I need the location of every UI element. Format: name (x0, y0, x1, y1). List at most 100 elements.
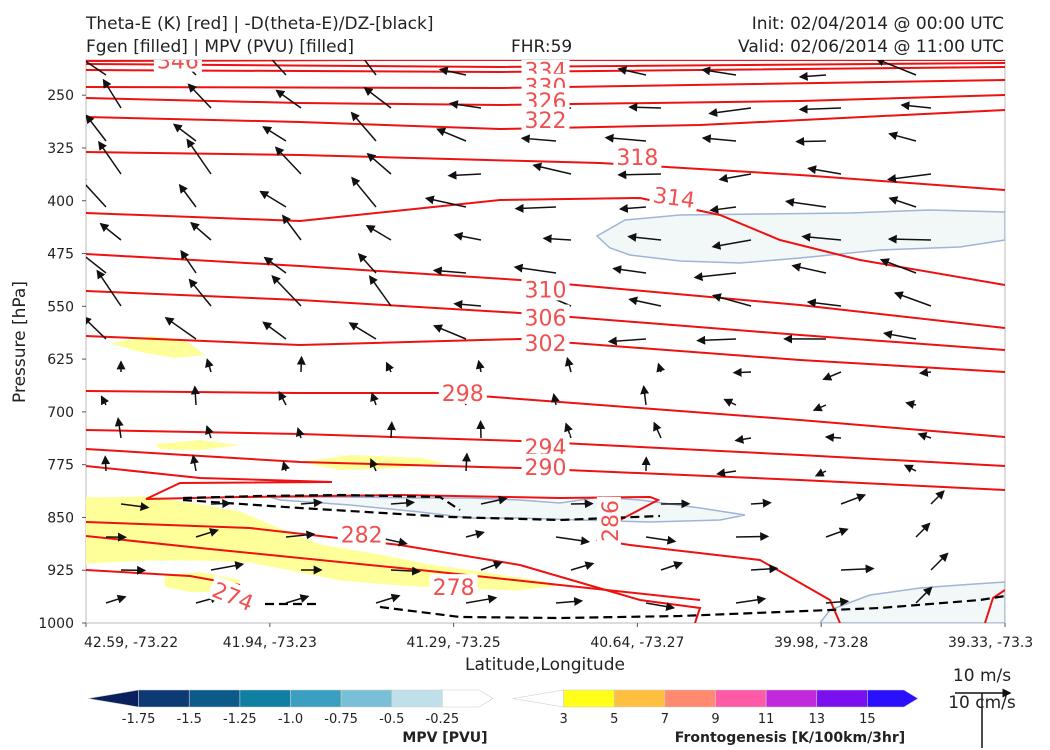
wind-arrow (555, 536, 591, 546)
x-axis: 42.59, -73.22 41.94, -73.23 41.29, -73.25 4… (84, 623, 1033, 651)
colorbar-tick-label: -1.5 (177, 712, 202, 727)
mpv-fill-sfc (819, 581, 1005, 623)
wind-arrow (917, 432, 932, 441)
colorbar-segment (87, 689, 139, 708)
wind-arrow (618, 203, 647, 213)
colorbar-tick-label: -1.25 (223, 712, 257, 727)
wind-arrow (386, 421, 396, 439)
x-tick-label: 42.59, -73.22 (84, 635, 178, 651)
colorbar-segment (816, 689, 868, 708)
wind-arrow (164, 316, 197, 340)
wind-arrow (564, 356, 574, 373)
colorbar-tick-label: -1.75 (122, 712, 156, 727)
wind-arrow (295, 427, 305, 439)
wind-arrow (542, 234, 572, 244)
wind-arrow (795, 136, 827, 146)
wind-arrow (750, 498, 772, 508)
wind-arrow (550, 392, 560, 406)
wind-arrow (365, 224, 392, 241)
theta-e-label-bg (337, 521, 386, 546)
wind-arrow (190, 385, 200, 406)
wind-arrow (205, 358, 214, 373)
x-tick-label: 41.94, -73.23 (223, 635, 317, 651)
y-axis: 250 325 400 475 550 625 700 775 850 925 1000 (38, 88, 86, 632)
wind-arrow (711, 239, 752, 250)
forecast-hour: FHR:59 (511, 37, 573, 57)
y-tick-label: 1000 (38, 616, 74, 632)
wind-arrow (447, 170, 482, 180)
theta-e-294 (86, 429, 1005, 467)
wind-arrow (607, 336, 647, 346)
theta-e-label-bg (521, 276, 570, 301)
wind-arrow (172, 123, 197, 142)
wind-arrow (101, 455, 111, 472)
wind-arrow (210, 561, 245, 571)
wind-arrow (187, 83, 212, 109)
wind-arrow (701, 66, 737, 76)
ddz-contours (182, 493, 1005, 620)
mpv-colorbar-title: MPV [PVU] (402, 730, 487, 746)
colorbar-segment (765, 689, 818, 708)
theta-e-label-bg (438, 379, 487, 404)
wind-arrow (840, 493, 867, 505)
wind-arrow (366, 152, 392, 175)
wind-arrow (653, 421, 662, 439)
theta-e-label-bg (613, 144, 662, 169)
colorbar-tick-label: 13 (808, 712, 825, 727)
wind-arrow (701, 134, 737, 144)
wind-arrow (875, 60, 917, 76)
wind-arrow (824, 433, 842, 443)
theta-e-label: 314 (651, 183, 696, 214)
theta-e-label: 290 (525, 456, 567, 481)
wind-arrow (708, 107, 752, 117)
wind-arrow (791, 262, 827, 274)
theta-e-338 (86, 62, 1005, 69)
colorbar-tick-label: -0.25 (426, 712, 460, 727)
x-tick-label: 40.64, -73.27 (590, 635, 684, 651)
theta-e-330 (86, 79, 1005, 90)
wind-arrow (784, 197, 827, 208)
wind-arrow (627, 232, 662, 242)
wind-arrow (281, 214, 302, 241)
wind-arrow (348, 322, 377, 340)
wind-arrow (656, 362, 666, 373)
theta-e-label-bg (429, 574, 478, 599)
colorbar-segment (563, 689, 615, 708)
theta-e-306 (86, 290, 1005, 351)
wind-arrow (905, 400, 917, 409)
x-axis-label: Latitude,Longitude (465, 655, 625, 675)
wind-arrow (814, 468, 827, 477)
wind-arrow (385, 361, 394, 373)
wind-arrow (628, 296, 662, 307)
wind-arrow (363, 87, 392, 109)
wind-arrow (918, 367, 932, 377)
fgen-fill-mid (110, 336, 205, 358)
colorbar-segment (239, 689, 291, 708)
x-tick-label: 39.98, -73.28 (774, 635, 868, 651)
theta-e-label: 298 (442, 382, 484, 407)
ddz-dash-mid (182, 498, 661, 522)
fgen-fill-low1 (155, 440, 240, 450)
wind-arrow (453, 231, 482, 241)
wind-arrow (424, 195, 467, 208)
ddz-dash-upper (182, 493, 461, 511)
fgen-colorbar-title: Frontogenesis [K/100km/3hr] (675, 730, 905, 746)
wind-arrow (825, 597, 850, 607)
wind-arrow (750, 564, 779, 574)
colorbar-segment (867, 689, 919, 708)
wind-arrow (86, 114, 107, 142)
wind-arrow (513, 263, 557, 274)
theta-e-label: 282 (341, 523, 383, 548)
wind-arrow (734, 434, 752, 444)
wind-arrow (190, 454, 199, 472)
y-tick-label: 550 (47, 299, 74, 315)
init-time: Init: 02/04/2014 @ 00:00 UTC (751, 14, 1004, 34)
colorbar-segment (715, 689, 767, 708)
ddz-dash-bottom (379, 594, 1005, 620)
wind-arrow (798, 104, 842, 114)
wind-arrow (285, 530, 316, 540)
wind-arrow (887, 234, 932, 244)
wind-arrow (900, 101, 932, 111)
chart-title-line1: Theta-E (K) [red] | -D(theta-E)/DZ-[blac… (86, 14, 434, 34)
wind-arrow (462, 452, 472, 472)
